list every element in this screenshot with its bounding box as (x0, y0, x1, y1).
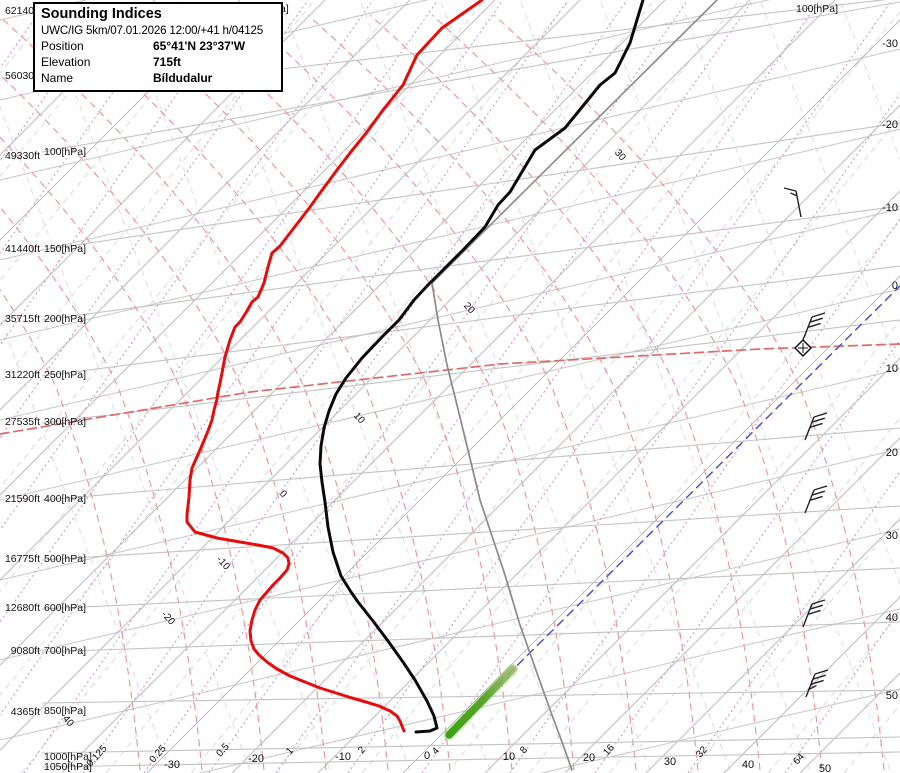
wind-barb (804, 485, 828, 514)
left-pressure-labels: 100[hPa] 150[hPa] 200[hPa] 250[hPa] 300[hPa]… (44, 146, 92, 773)
temperature-trace (318, 0, 645, 734)
svg-text:30: 30 (664, 756, 676, 768)
position-label: Position (41, 39, 84, 53)
svg-text:-30: -30 (882, 38, 898, 50)
svg-text:21590ft: 21590ft (5, 493, 40, 505)
svg-text:-10: -10 (335, 751, 351, 763)
svg-text:100[hPa]: 100[hPa] (44, 146, 86, 158)
wind-barb (783, 187, 802, 218)
svg-text:4: 4 (430, 745, 442, 757)
name-value: Bíldudalur (153, 71, 213, 85)
elevation-value: 715ft (153, 55, 182, 69)
wind-barb (805, 669, 829, 698)
svg-text:40: 40 (886, 612, 898, 624)
svg-text:0: 0 (424, 750, 430, 762)
svg-text:49330ft: 49330ft (5, 150, 40, 162)
green-segment (445, 665, 517, 739)
svg-text:850[hPa]: 850[hPa] (44, 705, 86, 717)
svg-text:100[hPa]: 100[hPa] (796, 3, 838, 15)
moist-adiabat-lines (0, 14, 885, 771)
dewpoint-curve (185, 0, 484, 733)
svg-text:200[hPa]: 200[hPa] (44, 313, 86, 325)
svg-text:-20: -20 (159, 609, 177, 627)
svg-text:62140ft: 62140ft (5, 5, 40, 17)
svg-text:30: 30 (886, 530, 898, 542)
highlighted-moist-adiabat (0, 343, 900, 435)
position-value: 65°41'N 23°37'W (153, 39, 246, 53)
tropopause-diamond-marker (793, 338, 813, 358)
svg-text:41440ft: 41440ft (5, 243, 40, 255)
svg-text:56030ft: 56030ft (5, 70, 40, 82)
isobar-lines (41, 0, 900, 768)
svg-text:250[hPa]: 250[hPa] (44, 369, 86, 381)
svg-text:10: 10 (886, 363, 898, 375)
lcl-mixing-line (447, 285, 900, 735)
top-pressure-labels: 100[hPa]Pa] (273, 3, 838, 15)
svg-text:35715ft: 35715ft (5, 313, 40, 325)
svg-text:27535ft: 27535ft (5, 416, 40, 428)
svg-text:1: 1 (284, 745, 296, 757)
svg-text:-30: -30 (164, 759, 180, 771)
svg-text:12680ft: 12680ft (5, 602, 40, 614)
dewpoint-trace (185, 0, 484, 733)
sounding-info-box: Sounding Indices UWC/IG 5km/07.01.2026 1… (33, 2, 283, 92)
svg-text:-20: -20 (882, 119, 898, 131)
wind-barbs (783, 187, 829, 698)
right-temperature-labels: -30 -20 -10 0 10 20 30 40 50 (882, 38, 898, 702)
svg-text:-10: -10 (882, 202, 898, 214)
svg-text:50: 50 (886, 690, 898, 702)
svg-text:16775ft: 16775ft (5, 553, 40, 565)
surface-layer-highlight (443, 663, 519, 741)
wind-barb (802, 312, 826, 341)
info-row-position: Position 65°41'N 23°37'W (41, 39, 275, 53)
svg-text:150[hPa]: 150[hPa] (44, 243, 86, 255)
parcel-path (431, 0, 718, 771)
wind-barb (802, 599, 826, 628)
parcel-upper-segment (431, 0, 718, 284)
svg-text:20: 20 (583, 752, 595, 764)
svg-text:600[hPa]: 600[hPa] (44, 602, 86, 614)
wind-barb (804, 412, 828, 441)
svg-text:1000[hPa]: 1000[hPa] (44, 751, 92, 763)
svg-text:300[hPa]: 300[hPa] (44, 416, 86, 428)
svg-text:0: 0 (277, 489, 289, 501)
svg-text:500[hPa]: 500[hPa] (44, 553, 86, 565)
bottom-temperature-labels: -30 -20 -10 0 10 20 30 40 50 (164, 750, 831, 773)
svg-text:4365ft: 4365ft (11, 706, 40, 718)
svg-text:20: 20 (886, 447, 898, 459)
left-altitude-labels: 62140ft 56030ft 49330ft 41440ft 35715ft 31220… (5, 5, 40, 718)
name-label: Name (41, 71, 74, 85)
svg-text:50: 50 (819, 763, 831, 773)
svg-text:31220ft: 31220ft (5, 369, 40, 381)
svg-text:8: 8 (518, 744, 530, 756)
svg-text:9080ft: 9080ft (11, 645, 40, 657)
svg-text:-20: -20 (248, 753, 264, 765)
svg-text:30: 30 (612, 148, 628, 164)
parcel-lower-segment (431, 282, 573, 771)
elevation-label: Elevation (41, 55, 91, 69)
svg-text:400[hPa]: 400[hPa] (44, 493, 86, 505)
info-row-name: Name Bíldudalur (41, 71, 275, 85)
info-box-title: Sounding Indices (41, 6, 162, 22)
svg-text:2: 2 (356, 744, 368, 756)
svg-text:1050[hPa]: 1050[hPa] (44, 761, 92, 773)
svg-text:-10: -10 (214, 554, 232, 572)
svg-text:40: 40 (742, 759, 754, 771)
svg-text:10: 10 (351, 411, 367, 427)
info-row-elevation: Elevation 715ft (41, 55, 275, 69)
svg-text:10: 10 (503, 751, 515, 763)
model-run-line: UWC/IG 5km/07.01.2026 12:00/+41 h/04125 (41, 24, 263, 37)
svg-text:0: 0 (892, 280, 898, 292)
temperature-curve (318, 0, 645, 734)
svg-text:700[hPa]: 700[hPa] (44, 645, 86, 657)
